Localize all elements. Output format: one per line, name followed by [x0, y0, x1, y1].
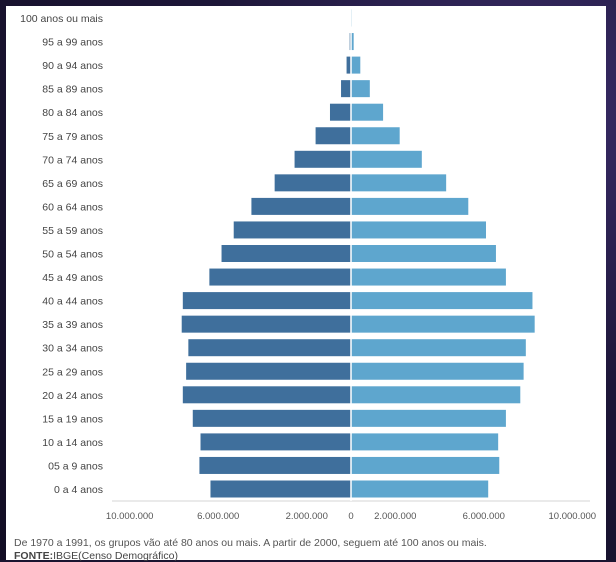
age-group-label: 65 a 69 anos: [42, 178, 103, 190]
age-group-label: 100 anos ou mais: [20, 13, 103, 25]
bar-left: [233, 221, 351, 239]
bar-right: [351, 174, 447, 192]
x-tick-label: 10.000.000: [106, 511, 154, 522]
bar-right: [351, 315, 535, 333]
chart-source: FONTE:IBGE(Censo Demográfico): [14, 550, 604, 562]
x-tick-label: 10.000.000: [549, 511, 597, 522]
age-group-label: 60 a 64 anos: [42, 201, 103, 213]
bar-right: [351, 268, 506, 286]
bar-right: [351, 409, 506, 427]
bar-left: [192, 409, 351, 427]
age-group-label: 25 a 29 anos: [42, 366, 103, 378]
bar-right: [351, 150, 422, 168]
x-tick-label: 0: [348, 511, 353, 522]
bar-right: [351, 480, 489, 498]
age-group-label: 40 a 44 anos: [42, 296, 103, 308]
bar-right: [351, 386, 521, 404]
bar-left: [210, 480, 351, 498]
bar-right: [351, 33, 354, 51]
bar-left: [294, 150, 351, 168]
age-group-label: 90 a 94 anos: [42, 60, 103, 72]
bar-left: [221, 245, 351, 262]
source-text: IBGE(Censo Demográfico): [53, 550, 178, 562]
age-group-label: 0 a 4 anos: [54, 484, 103, 496]
age-group-label: 15 a 19 anos: [42, 413, 103, 425]
age-group-label: 20 a 24 anos: [42, 390, 103, 402]
bar-right: [351, 197, 469, 215]
bar-left: [200, 433, 351, 451]
age-group-label: 05 a 9 anos: [48, 460, 103, 472]
bar-right: [351, 433, 499, 451]
bar-right: [351, 221, 486, 239]
age-group-label: 85 a 89 anos: [42, 84, 103, 96]
age-group-label: 30 a 34 anos: [42, 343, 103, 355]
bar-right: [351, 245, 496, 262]
bar-left: [186, 362, 351, 380]
bar-right: [351, 56, 361, 74]
bar-right: [351, 292, 533, 310]
age-group-label: 70 a 74 anos: [42, 154, 103, 166]
bar-left: [182, 292, 351, 310]
bar-left: [199, 456, 351, 474]
bar-left: [251, 197, 351, 215]
age-group-label: 80 a 84 anos: [42, 107, 103, 119]
age-group-label: 55 a 59 anos: [42, 225, 103, 237]
bar-left: [182, 386, 351, 404]
bar-right: [351, 339, 526, 357]
bar-right: [351, 103, 384, 121]
population-pyramid-chart: 100 anos ou mais 95 a 99 anos 90 a 94 anos…: [20, 8, 597, 522]
x-tick-label: 2.000.000: [286, 511, 328, 522]
bar-left: [329, 103, 351, 121]
bar-left: [346, 56, 351, 74]
bar-right: [351, 80, 370, 98]
bar-right: [351, 456, 500, 474]
source-label: FONTE:: [14, 550, 54, 562]
bar-left: [274, 174, 351, 192]
x-tick-label: 6.000.000: [463, 511, 505, 522]
age-group-label: 95 a 99 anos: [42, 37, 103, 49]
bar-left: [341, 80, 351, 98]
age-group-label: 50 a 54 anos: [42, 249, 103, 261]
bar-left: [181, 315, 351, 333]
age-group-label: 45 a 49 anos: [42, 272, 103, 284]
bar-left: [315, 127, 351, 145]
age-group-label: 35 a 39 anos: [42, 319, 103, 331]
chart-caption: De 1970 a 1991, os grupos vão até 80 ano…: [14, 537, 487, 549]
bar-left: [188, 339, 351, 357]
bar-right: [351, 127, 400, 145]
x-tick-label: 2.000.000: [374, 511, 416, 522]
age-group-label: 75 a 79 anos: [42, 131, 103, 143]
age-group-label: 10 a 14 anos: [42, 437, 103, 449]
bar-right: [351, 362, 524, 380]
x-tick-label: 6.000.000: [197, 511, 239, 522]
bar-left: [209, 268, 351, 286]
